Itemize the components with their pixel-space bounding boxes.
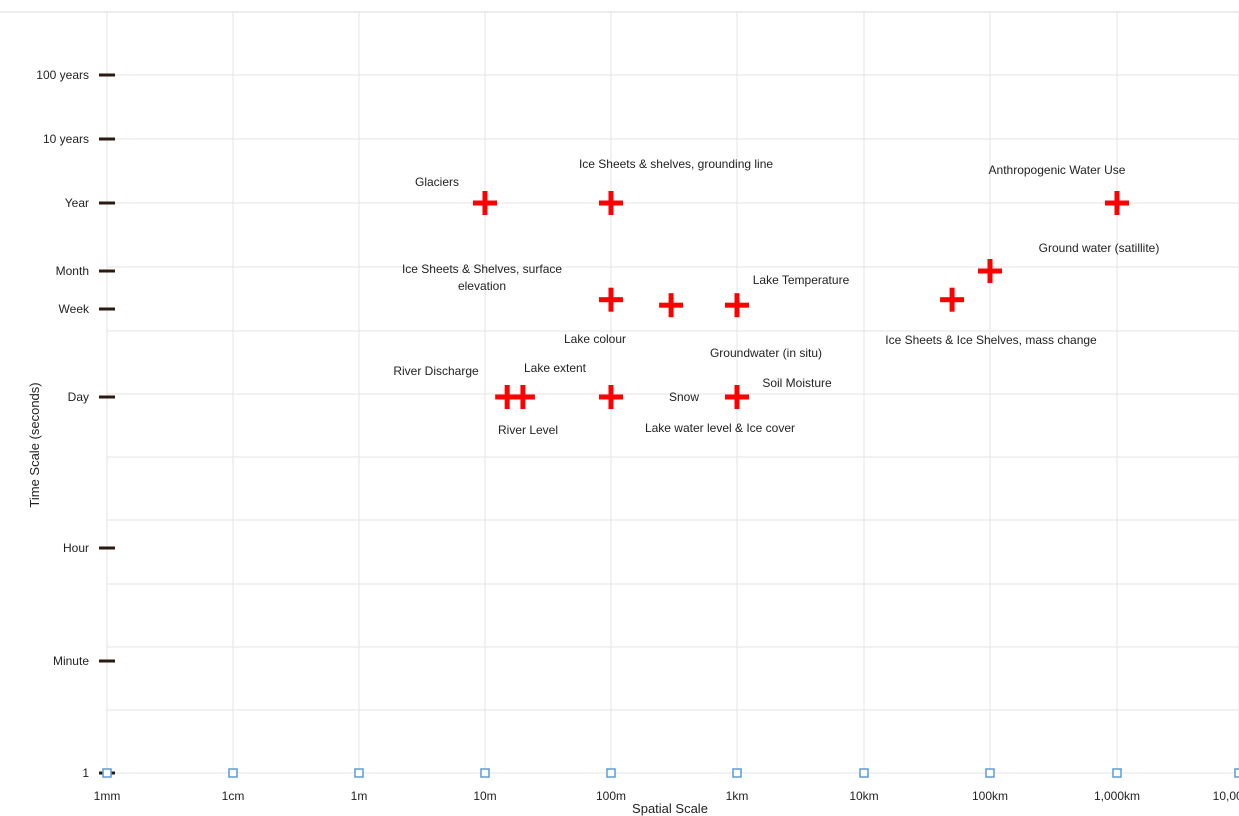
point-label: Soil Moisture	[762, 376, 832, 390]
x-tick-label: 10,000km	[1213, 789, 1239, 803]
point-label: Lake Temperature	[753, 273, 850, 287]
y-tick-label: Hour	[63, 541, 89, 555]
x-tick-label: 100m	[596, 789, 626, 803]
y-tick-label: Week	[59, 302, 90, 316]
x-tick-label: 1,000km	[1094, 789, 1140, 803]
x-tick-label: 1m	[351, 789, 368, 803]
x-axis-label: Spatial Scale	[632, 801, 708, 816]
point-label: Groundwater (in situ)	[710, 346, 822, 360]
y-tick-mark	[99, 269, 115, 273]
data-point	[940, 287, 965, 312]
data-point	[599, 191, 623, 215]
y-tick-label: Month	[56, 264, 89, 278]
data-point	[978, 259, 1002, 283]
x-axis-marker	[228, 768, 238, 778]
y-tick-mark	[99, 659, 115, 663]
x-axis-marker	[985, 768, 995, 778]
y-tick-mark	[99, 137, 115, 141]
data-point	[725, 385, 749, 409]
y-tick-mark	[99, 307, 115, 311]
point-label: Ice Sheets & shelves, grounding line	[579, 157, 773, 171]
y-axis: 1 Minute Hour Day Week Month Year 10 years 100 y…	[36, 68, 115, 780]
point-label: Lake colour	[564, 332, 626, 346]
y-tick-label: 1	[82, 766, 89, 780]
data-point	[1105, 191, 1129, 215]
x-axis-marker	[606, 768, 616, 778]
x-axis-marker	[1234, 768, 1239, 778]
x-axis-marker	[354, 768, 364, 778]
data-point	[473, 191, 497, 215]
y-tick-mark	[99, 546, 115, 550]
y-tick-label: 100 years	[36, 68, 89, 82]
point-label: Lake extent	[524, 361, 587, 375]
x-tick-label: 1km	[726, 789, 749, 803]
data-point	[495, 385, 520, 409]
y-axis-label: Time Scale (seconds)	[27, 382, 42, 507]
data-point	[599, 287, 623, 312]
y-tick-mark	[99, 395, 115, 399]
y-tick-label: Year	[65, 196, 89, 210]
data-point	[599, 385, 623, 409]
y-tick-mark	[99, 73, 115, 77]
point-label: Lake water level & Ice cover	[645, 421, 795, 435]
x-axis-marker	[1112, 768, 1122, 778]
y-tick-label: Minute	[53, 654, 89, 668]
y-tick-label: 10 years	[43, 132, 89, 146]
x-axis-marker	[732, 768, 742, 778]
x-axis-marker	[102, 768, 112, 778]
point-label: River Discharge	[393, 364, 479, 378]
data-points	[473, 191, 1129, 409]
point-label: Ice Sheets & Shelves, surface	[402, 262, 562, 276]
y-tick-mark	[99, 201, 115, 205]
point-label: Ice Sheets & Ice Shelves, mass change	[885, 333, 1097, 347]
data-point	[659, 293, 684, 318]
point-label: Ground water (satillite)	[1039, 241, 1160, 255]
y-tick-label: Day	[68, 390, 89, 404]
x-tick-label: 10m	[473, 789, 496, 803]
x-tick-label: 1mm	[94, 789, 121, 803]
point-label: Glaciers	[415, 175, 459, 189]
x-tick-label: 1cm	[222, 789, 245, 803]
x-tick-label: 10km	[849, 789, 878, 803]
point-label: Anthropogenic Water Use	[989, 163, 1126, 177]
x-axis-marker	[480, 768, 490, 778]
x-axis-marker	[859, 768, 869, 778]
point-label: River Level	[498, 423, 558, 437]
data-point	[725, 293, 749, 318]
x-tick-label: 100km	[972, 789, 1008, 803]
point-labels: Glaciers Ice Sheets & shelves, grounding …	[393, 157, 1159, 437]
x-axis: 1mm 1cm 1m 10m 100m 1km 10km 100km 1,000km 10,000…	[94, 768, 1239, 803]
point-label: elevation	[458, 279, 506, 293]
point-label: Snow	[669, 390, 699, 404]
data-point	[510, 385, 535, 409]
